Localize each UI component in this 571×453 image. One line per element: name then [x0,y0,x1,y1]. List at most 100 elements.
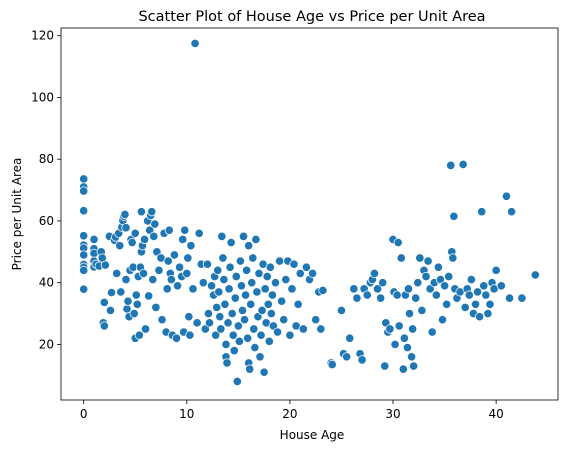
data-point [157,315,167,325]
data-point [264,336,274,346]
data-point [151,302,161,312]
data-point [357,355,367,365]
data-point [345,333,355,343]
data-point [327,359,337,370]
data-point [318,285,328,295]
data-point [423,256,433,266]
data-point [442,299,452,309]
data-point [182,268,192,279]
data-point [255,352,265,362]
data-point [267,290,277,300]
data-point [123,296,133,306]
data-point [112,268,122,279]
data-point [287,284,297,294]
data-point [223,318,233,328]
data-point [301,262,311,272]
data-point [203,308,214,319]
data-point [251,234,261,245]
data-point [475,312,485,322]
data-point [372,284,383,294]
data-point [449,211,459,221]
data-point [144,291,154,301]
data-point [243,333,253,343]
data-point [216,324,226,334]
data-point [458,159,468,170]
data-point [132,299,142,309]
x-tick-label: 40 [488,407,503,421]
data-point [229,346,239,356]
data-point [166,275,176,285]
x-tick-label: 20 [282,407,297,421]
data-point [185,330,195,340]
data-point [246,299,256,309]
data-point [399,333,409,343]
data-point [362,290,372,300]
data-point [496,281,506,291]
data-point [517,293,527,303]
data-point [407,352,417,362]
data-point [231,271,241,282]
data-point [222,358,232,368]
data-point [121,275,131,285]
data-point [198,278,208,288]
data-point [308,268,318,279]
x-axis: 0 10 20 30 40 [80,400,504,421]
data-point [240,290,251,300]
data-point [172,281,183,291]
data-point [211,330,221,340]
data-point [183,253,193,263]
points-layer [79,38,540,387]
data-point [427,327,437,337]
data-point [164,225,174,235]
data-point [431,290,441,300]
data-point [239,315,250,325]
data-point [254,268,264,279]
data-point [233,321,243,331]
data-point [249,324,259,334]
data-point [79,206,89,216]
y-tick-label: 40 [39,276,54,290]
data-point [175,262,185,272]
data-point [440,281,450,291]
data-point [402,342,413,353]
data-point [393,237,403,248]
data-point [491,265,501,275]
data-point [225,262,235,272]
data-point [275,256,285,266]
data-point [277,296,287,306]
data-point [464,290,474,300]
data-point [106,287,117,298]
data-point [507,207,517,217]
data-point [244,241,254,251]
data-point [460,302,470,312]
data-point [163,256,173,266]
data-point [316,324,326,334]
x-tick-label: 0 [80,407,88,421]
data-point [237,305,248,316]
data-point [180,225,190,235]
data-point [501,191,512,201]
data-point [504,293,515,303]
y-axis: 20 40 60 80 100 120 [31,29,61,351]
data-point [260,284,270,294]
data-point [342,352,352,362]
data-point [206,281,217,291]
data-point [213,265,223,275]
data-point [129,308,139,319]
data-point [228,330,238,340]
data-point [285,330,295,340]
data-point [99,297,109,308]
data-point [140,324,151,334]
chart-title: Scatter Plot of House Age vs Price per U… [138,9,485,25]
data-point [186,241,196,251]
y-tick-label: 20 [39,337,54,351]
data-point [390,339,400,350]
data-point [188,284,198,294]
x-tick-label: 10 [179,407,194,421]
data-point [409,361,419,371]
data-point [250,342,260,353]
data-point [130,228,140,238]
data-point [217,231,227,241]
data-point [190,38,200,49]
